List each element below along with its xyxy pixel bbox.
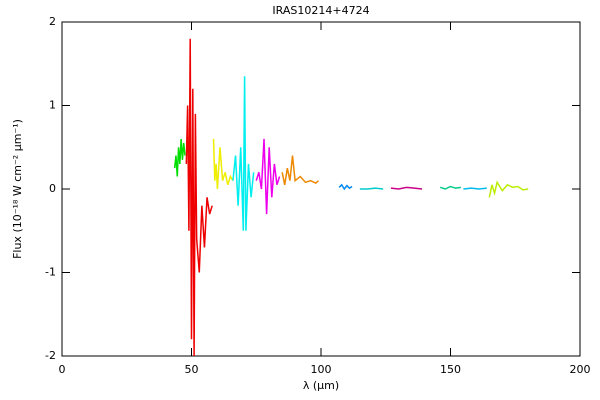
spectrum-segment	[212, 138, 234, 190]
spectrum-segment	[173, 138, 186, 177]
x-tick-label: 100	[311, 363, 332, 376]
x-axis-label: λ (μm)	[303, 379, 339, 392]
spectrum-segment	[232, 76, 255, 231]
spectrum-segment	[281, 155, 319, 185]
spectrum-segment	[390, 186, 423, 190]
y-tick-label: 0	[49, 182, 56, 195]
x-tick-label: 150	[440, 363, 461, 376]
y-tick-label: 1	[49, 99, 56, 112]
spectrum-segment	[488, 180, 529, 198]
chart-title: IRAS10214+4724	[272, 4, 369, 17]
spectrum-segment	[255, 138, 281, 215]
spectrum-segment	[463, 187, 487, 190]
spectrum-segment	[439, 185, 461, 190]
y-tick-label: 2	[49, 15, 56, 28]
plot-frame	[61, 21, 581, 357]
y-tick-label: -1	[45, 266, 56, 279]
y-axis-label: Flux (10⁻¹⁸ W cm⁻² μm⁻¹)	[11, 119, 24, 259]
spectrum-segment	[338, 183, 353, 191]
x-tick-label: 50	[185, 363, 199, 376]
x-tick-label: 200	[570, 363, 591, 376]
spectrum-segment	[185, 38, 213, 357]
y-tick-label: -2	[45, 349, 56, 362]
x-tick-label: 0	[59, 363, 66, 376]
spectrum-segment	[359, 187, 384, 190]
